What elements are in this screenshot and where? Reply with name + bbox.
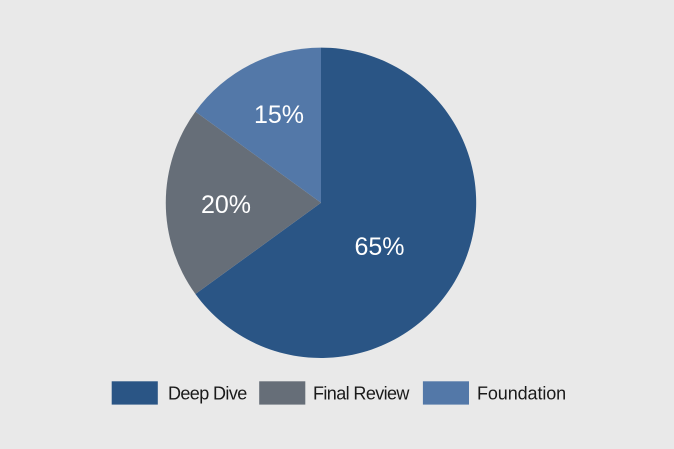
- svg-text:Final Review: Final Review: [313, 383, 410, 403]
- svg-text:65%: 65%: [354, 233, 404, 261]
- svg-text:15%: 15%: [254, 101, 304, 129]
- svg-text:20%: 20%: [201, 191, 251, 219]
- svg-text:Deep Dive: Deep Dive: [168, 383, 247, 403]
- svg-text:Foundation: Foundation: [477, 383, 566, 403]
